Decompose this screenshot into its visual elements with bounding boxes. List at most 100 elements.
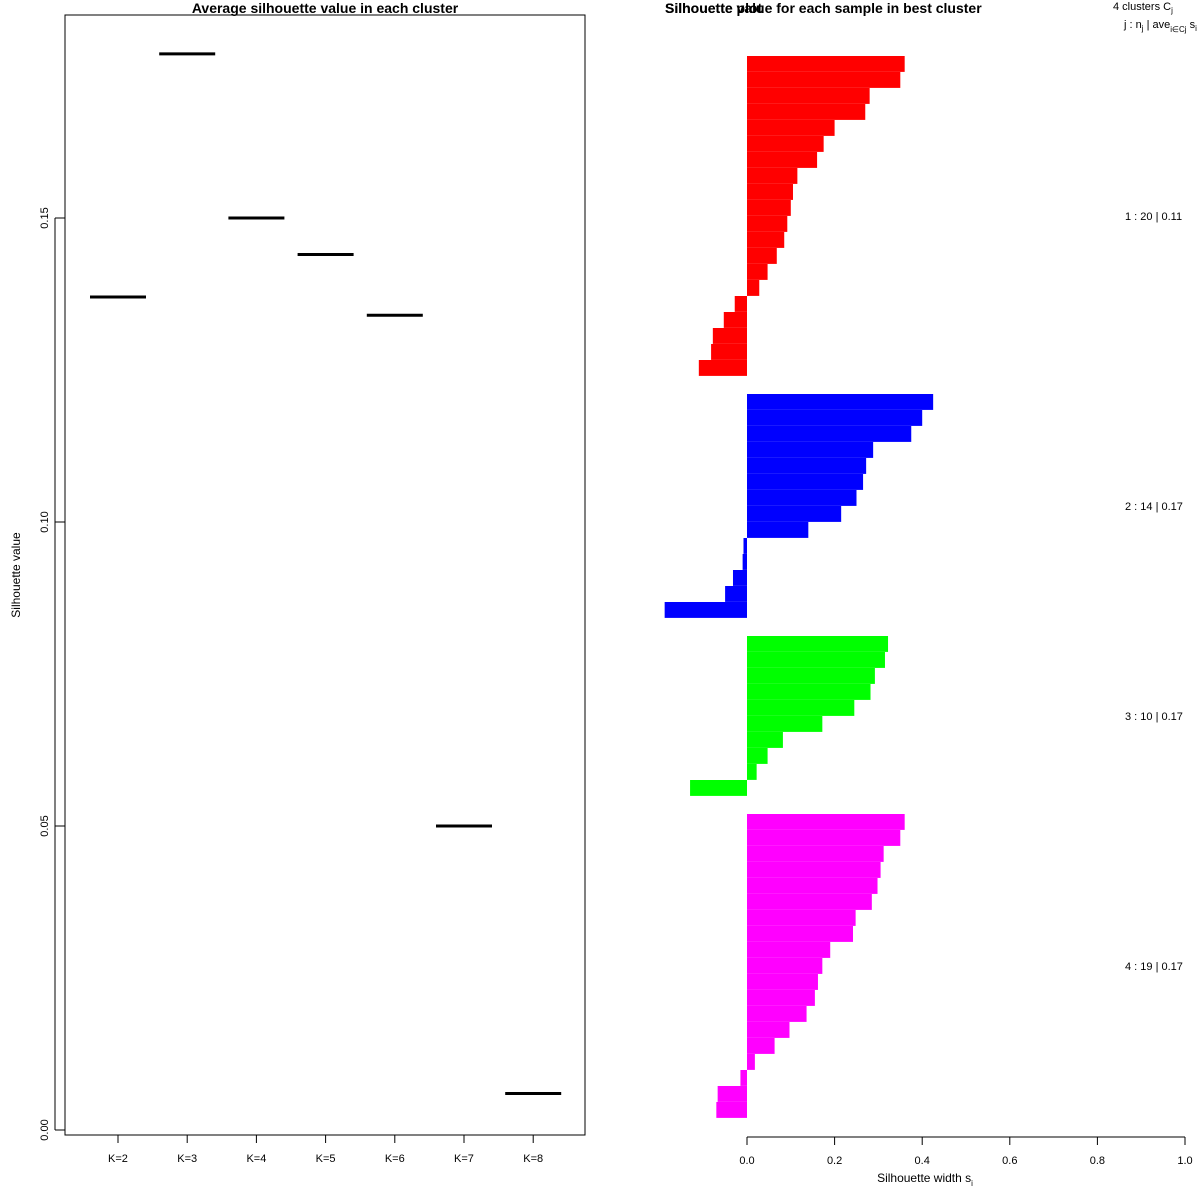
left-x-tick-label: K=7 [454, 1153, 474, 1165]
silhouette-bar [747, 814, 905, 830]
silhouette-bar [747, 830, 901, 846]
silhouette-bar [747, 748, 768, 764]
silhouette-bar [747, 410, 923, 426]
left-marks [90, 52, 562, 1096]
silhouette-bar [725, 586, 747, 602]
silhouette-bar [716, 1102, 747, 1118]
silhouette-bar [712, 328, 747, 344]
left-chart-title: Average silhouette value in each cluster [192, 0, 459, 16]
silhouette-bar [747, 732, 783, 748]
silhouette-bar [711, 344, 747, 360]
silhouette-bar [747, 716, 823, 732]
right-chart-title: Silhouette value for each sample in best… [665, 0, 982, 16]
silhouette-bar [747, 878, 878, 894]
silhouette-bar [747, 652, 885, 668]
silhouette-bar [747, 120, 835, 136]
silhouette-bar [747, 846, 884, 862]
silhouette-bar [747, 152, 818, 168]
left-plot-frame [64, 14, 586, 1136]
left-x-axis: K=2 K=3 K=4 K=5 K=6 K=7 K=8 [108, 1134, 543, 1165]
silhouette-bar [747, 942, 831, 958]
left-y-axis: 0.00 0.05 0.10 0.15 [39, 207, 65, 1141]
clusters-header: 4 clusters Cj [1113, 1, 1173, 15]
right-x-tick-label: 0.4 [915, 1155, 930, 1167]
left-y-tick-label: 0.00 [39, 1119, 51, 1140]
silhouette-bar [747, 764, 757, 780]
cluster-label: 2 : 14 | 0.17 [1125, 501, 1183, 513]
silhouette-bar [747, 1038, 775, 1054]
cluster-label: 1 : 20 | 0.11 [1125, 211, 1182, 223]
left-x-tick-label: K=4 [246, 1153, 266, 1165]
silhouette-bar [747, 394, 934, 410]
silhouette-bar [747, 926, 853, 942]
silhouette-bar [747, 184, 793, 200]
silhouette-bar [747, 636, 889, 652]
silhouette-bar [747, 474, 864, 490]
left-y-axis-label: Silhouette value [9, 532, 23, 618]
silhouette-bar [747, 668, 875, 684]
silhouette-bar [747, 684, 871, 700]
silhouette-bar [747, 974, 818, 990]
silhouette-bar [747, 958, 823, 974]
silhouette-bar [664, 602, 747, 618]
silhouette-bars [664, 56, 934, 1118]
silhouette-bar [747, 136, 824, 152]
right-x-tick-label: 0.6 [1002, 1155, 1017, 1167]
silhouette-bar [747, 56, 905, 72]
left-y-tick-label: 0.10 [39, 511, 51, 532]
left-x-tick-label: K=5 [316, 1153, 336, 1165]
silhouette-bar [747, 1006, 807, 1022]
silhouette-bar [747, 1054, 755, 1070]
right-x-tick-label: 0.8 [1090, 1155, 1105, 1167]
sample-silhouette-panel: Silhouette plot Silhouette value for eac… [664, 0, 1197, 1188]
silhouette-bar [747, 88, 870, 104]
silhouette-bar [732, 570, 747, 586]
left-y-tick-label: 0.05 [39, 815, 51, 836]
silhouette-bar [690, 780, 747, 796]
silhouette-bar [723, 312, 747, 328]
silhouette-bar [747, 894, 872, 910]
silhouette-bar [747, 458, 867, 474]
cluster-label: 4 : 19 | 0.17 [1125, 961, 1183, 973]
silhouette-bar [747, 862, 881, 878]
silhouette-bar [747, 280, 760, 296]
silhouette-bar [698, 360, 747, 376]
average-silhouette-panel: Average silhouette value in each cluster… [9, 0, 586, 1165]
silhouette-bar [747, 700, 855, 716]
right-x-tick-label: 0.2 [827, 1155, 842, 1167]
silhouette-bar [747, 104, 866, 120]
silhouette-bar [743, 538, 747, 554]
silhouette-bar [742, 554, 747, 570]
silhouette-bar [747, 442, 874, 458]
silhouette-bar [747, 168, 798, 184]
clusters-legend-header: j : nj | avei∈Cj si [1123, 19, 1197, 34]
silhouette-bar [747, 248, 777, 264]
silhouette-bar [747, 426, 912, 442]
right-x-tick-label: 1.0 [1177, 1155, 1192, 1167]
silhouette-bar [734, 296, 747, 312]
silhouette-bar [747, 72, 901, 88]
silhouette-bar [747, 522, 809, 538]
silhouette-bar [747, 990, 815, 1006]
left-x-tick-label: K=3 [177, 1153, 197, 1165]
left-x-tick-label: K=6 [385, 1153, 405, 1165]
silhouette-bar [747, 232, 785, 248]
silhouette-bar [747, 216, 788, 232]
cluster-label: 3 : 10 | 0.17 [1125, 711, 1183, 723]
silhouette-bar [747, 490, 857, 506]
left-x-tick-label: K=2 [108, 1153, 128, 1165]
cluster-labels: 1 : 20 | 0.11 2 : 14 | 0.17 3 : 10 | 0.17 4… [1125, 211, 1183, 973]
right-x-axis: 0.0 0.2 0.4 0.6 0.8 1.0 [739, 1136, 1193, 1167]
silhouette-bar [747, 506, 842, 522]
left-x-tick-label: K=8 [523, 1153, 543, 1165]
left-y-tick-label: 0.15 [39, 207, 51, 228]
silhouette-bar [747, 1022, 790, 1038]
right-x-axis-label: Silhouette width si [877, 1171, 973, 1188]
silhouette-bar [747, 910, 856, 926]
right-x-tick-label: 0.0 [739, 1155, 754, 1167]
right-chart-title-overlap: Silhouette plot [665, 0, 763, 16]
silhouette-bar [717, 1086, 747, 1102]
silhouette-bar [740, 1070, 747, 1086]
silhouette-bar [747, 264, 768, 280]
